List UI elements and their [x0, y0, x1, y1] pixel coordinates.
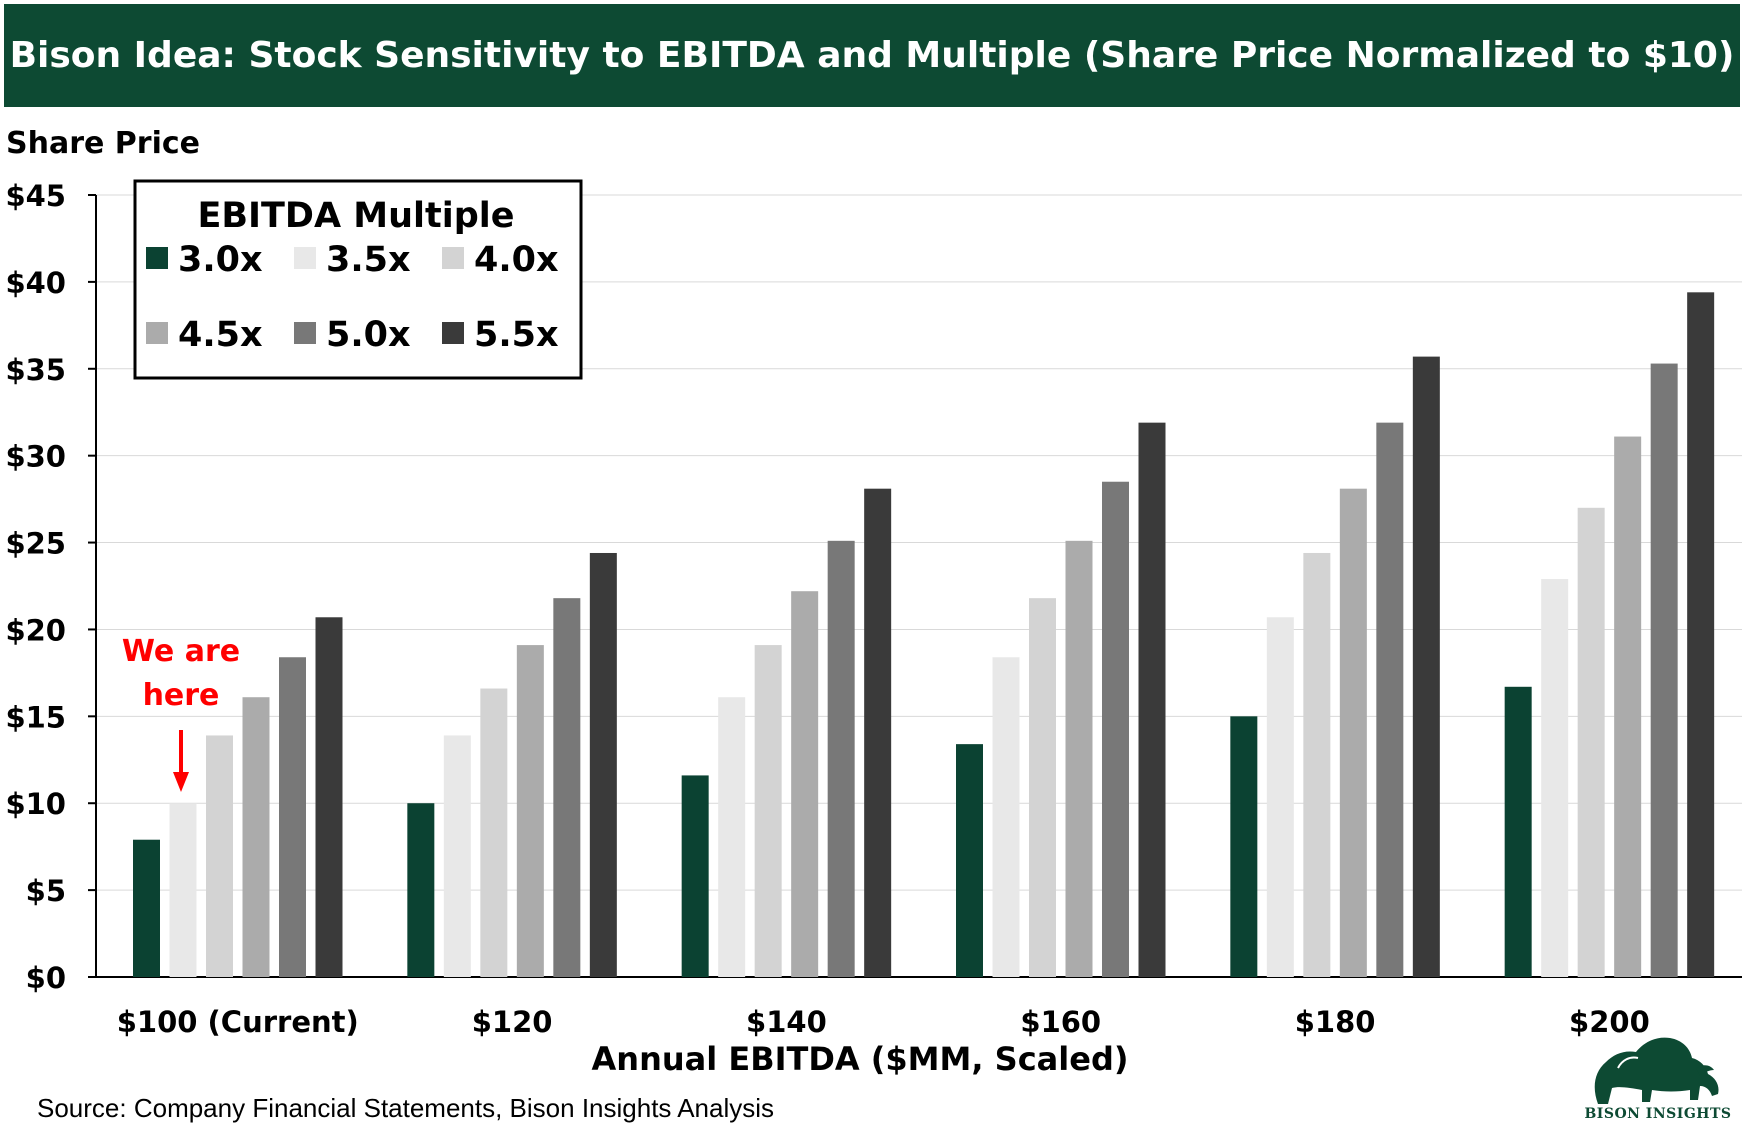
bar-3.0x-0 — [133, 839, 160, 977]
x-tick-label: $180 — [1295, 1005, 1376, 1039]
annotation-text-line2: here — [143, 678, 220, 713]
y-tick-label: $20 — [5, 613, 66, 647]
legend-label-5.0x: 5.0x — [326, 315, 411, 355]
bar-3.0x-5 — [1504, 686, 1532, 977]
bar-5.5x-3 — [1138, 422, 1166, 977]
logo-text: BISON INSIGHTS — [1584, 1106, 1732, 1122]
bar-4.0x-5 — [1577, 507, 1605, 977]
legend-label-3.5x: 3.5x — [326, 240, 411, 280]
y-tick-label: $0 — [26, 961, 66, 995]
bar-4.5x-1 — [516, 645, 544, 977]
legend-label-4.5x: 4.5x — [178, 315, 263, 355]
bar-4.0x-3 — [1029, 598, 1056, 977]
bar-5.0x-2 — [827, 540, 855, 977]
bar-5.5x-1 — [589, 552, 617, 977]
bar-3.5x-3 — [992, 657, 1020, 977]
bar-3.0x-2 — [681, 775, 709, 977]
legend-label-4.0x: 4.0x — [474, 240, 559, 280]
bar-5.0x-5 — [1650, 363, 1678, 977]
bar-4.5x-0 — [242, 697, 270, 977]
bar-5.0x-3 — [1102, 481, 1129, 977]
x-tick-label: $160 — [1020, 1005, 1101, 1039]
bar-5.5x-5 — [1687, 292, 1715, 977]
x-axis-title: Annual EBITDA ($MM, Scaled) — [591, 1040, 1129, 1078]
title-bar: Bison Idea: Stock Sensitivity to EBITDA … — [4, 4, 1740, 107]
chart-title: Bison Idea: Stock Sensitivity to EBITDA … — [9, 35, 1735, 76]
y-tick-label: $45 — [5, 179, 66, 213]
bar-5.5x-2 — [864, 488, 892, 977]
y-tick-label: $5 — [26, 874, 66, 908]
y-tick-label: $10 — [5, 787, 66, 821]
legend-label-5.5x: 5.5x — [474, 315, 559, 355]
bar-3.5x-4 — [1266, 617, 1294, 977]
x-tick-label: $100 (Current) — [117, 1005, 359, 1039]
bar-3.5x-0 — [169, 803, 197, 977]
bar-4.5x-2 — [791, 591, 819, 977]
bar-5.0x-1 — [553, 598, 581, 977]
bar-3.5x-2 — [718, 697, 746, 977]
bar-5.0x-4 — [1376, 422, 1404, 977]
bar-4.0x-1 — [480, 688, 508, 977]
bar-4.0x-0 — [206, 735, 233, 977]
x-tick-label: $200 — [1569, 1005, 1650, 1039]
source-note: Source: Company Financial Statements, Bi… — [37, 1093, 775, 1123]
legend-swatch-4.5x — [146, 322, 168, 344]
bar-4.0x-2 — [754, 645, 782, 977]
bar-5.5x-4 — [1412, 356, 1440, 977]
annotation-text-line1: We are — [122, 634, 240, 669]
legend-swatch-4.0x — [442, 247, 464, 269]
legend-box — [133, 179, 583, 380]
bar-4.0x-4 — [1303, 552, 1331, 977]
bar-3.0x-1 — [407, 803, 435, 977]
bar-5.5x-0 — [315, 617, 343, 977]
legend-label-3.0x: 3.0x — [178, 240, 263, 280]
legend-swatch-5.0x — [294, 322, 316, 344]
bar-3.0x-3 — [956, 744, 983, 977]
y-tick-label: $40 — [5, 266, 66, 300]
bar-4.5x-3 — [1065, 540, 1093, 977]
legend-swatch-3.5x — [294, 247, 316, 269]
y-tick-label: $35 — [5, 353, 66, 387]
bar-3.0x-4 — [1230, 716, 1258, 977]
y-axis-title: Share Price — [6, 126, 200, 161]
annotation-arrow-head — [173, 772, 189, 792]
legend-title: EBITDA Multiple — [197, 196, 514, 236]
bar-3.5x-5 — [1541, 579, 1569, 977]
bar-4.5x-5 — [1614, 436, 1642, 977]
y-tick-label: $15 — [5, 700, 66, 734]
bar-4.5x-4 — [1339, 488, 1367, 977]
bison-icon — [1594, 1037, 1719, 1104]
y-tick-label: $25 — [5, 527, 66, 561]
legend-swatch-3.0x — [146, 247, 168, 269]
x-tick-label: $140 — [746, 1005, 827, 1039]
y-tick-label: $30 — [5, 440, 66, 474]
bar-3.5x-1 — [443, 735, 471, 977]
x-tick-label: $120 — [472, 1005, 553, 1039]
bar-5.0x-0 — [279, 657, 306, 977]
legend-swatch-5.5x — [442, 322, 464, 344]
